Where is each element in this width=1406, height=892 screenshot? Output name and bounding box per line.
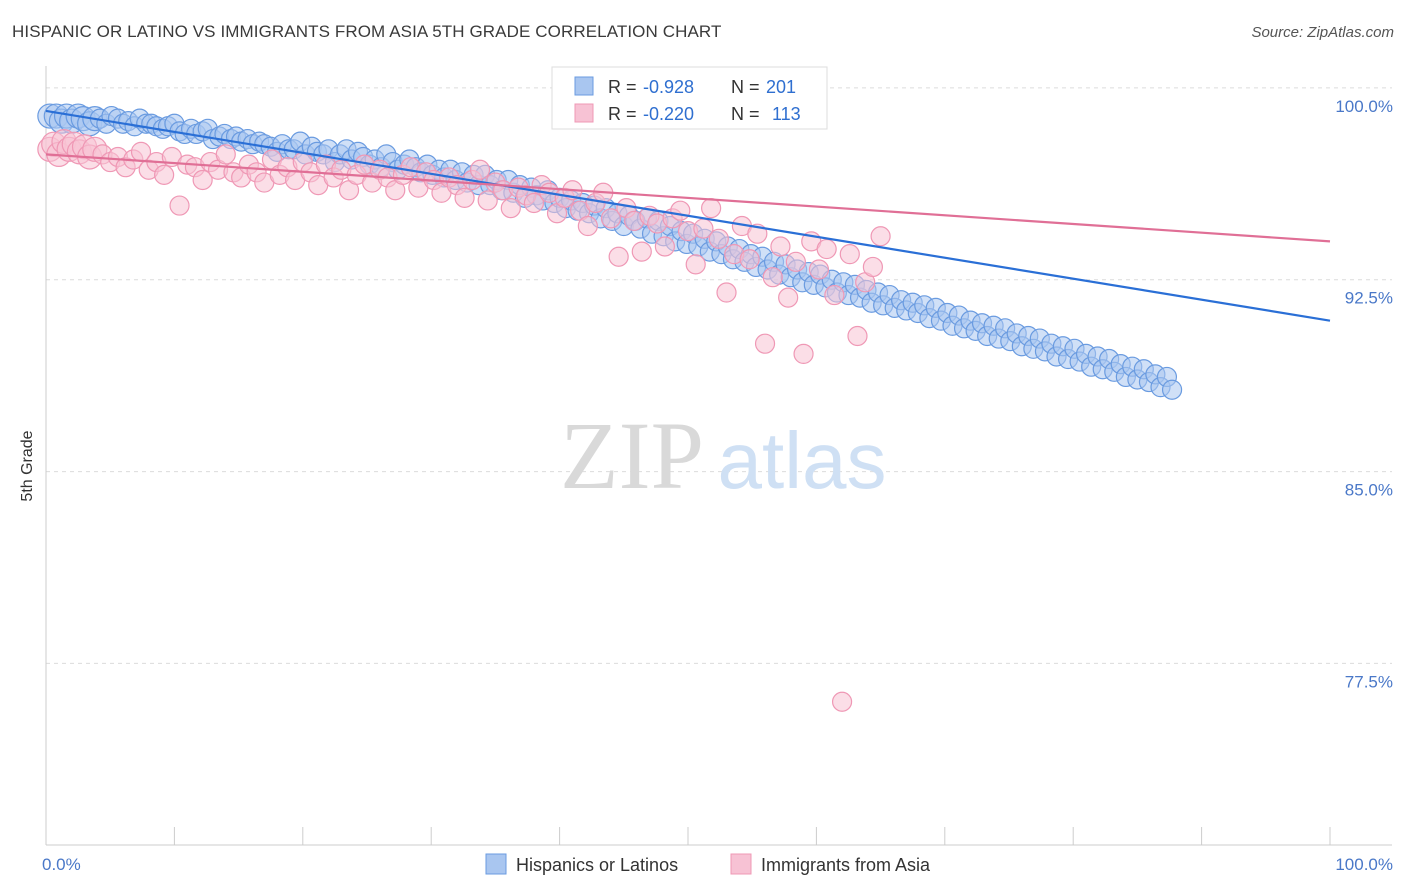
data-point	[824, 284, 845, 306]
data-point	[839, 244, 860, 265]
data-point	[778, 287, 799, 308]
y-tick-label-1: 92.5%	[1345, 289, 1393, 308]
data-point	[770, 236, 791, 257]
legend-label-hispanics[interactable]: Hispanics or Latinos	[516, 855, 678, 875]
data-point	[654, 236, 675, 257]
data-point	[862, 256, 883, 278]
data-point	[816, 238, 837, 260]
data-point	[831, 691, 853, 712]
data-point	[192, 169, 213, 191]
data-point	[708, 228, 729, 249]
stats-r-label-1: R =	[608, 104, 637, 124]
data-point	[670, 200, 691, 221]
legend-swatch-hispanics[interactable]	[485, 853, 507, 875]
data-point	[169, 195, 190, 216]
data-point	[870, 226, 891, 247]
data-point	[577, 215, 598, 237]
data-point	[716, 282, 737, 303]
trend-line-1	[45, 153, 1331, 243]
x-tick-label-1: 100.0%	[1335, 855, 1393, 874]
data-point	[701, 198, 722, 219]
data-point	[754, 333, 776, 354]
data-point	[608, 246, 629, 267]
watermark-atlas: atlas	[718, 416, 887, 505]
data-point	[454, 187, 475, 208]
y-axis-label: 5th Grade	[19, 430, 36, 501]
data-point	[847, 325, 868, 347]
data-point	[215, 144, 236, 165]
y-tick-label-3: 77.5%	[1345, 672, 1393, 691]
stats-n-label-1: N =	[731, 104, 760, 124]
trend-lines	[45, 109, 1331, 322]
data-point	[785, 251, 806, 272]
data-point	[469, 159, 491, 180]
data-point	[808, 259, 830, 280]
data-point	[154, 164, 175, 185]
data-point	[1161, 379, 1183, 400]
data-point	[477, 190, 498, 211]
x-tick-labels: 0.0% 100.0%	[42, 855, 1393, 874]
legend: Hispanics or Latinos Immigrants from Asi…	[485, 853, 931, 875]
chart-title: HISPANIC OR LATINO VS IMMIGRANTS FROM AS…	[12, 22, 722, 41]
stats-r-label-0: R =	[608, 77, 637, 97]
stats-n-value-0: 201	[766, 77, 796, 97]
data-point	[739, 249, 760, 270]
legend-swatch-asia[interactable]	[730, 853, 752, 875]
watermark-zip: ZIP	[560, 402, 704, 509]
data-point	[685, 254, 706, 275]
legend-label-asia[interactable]: Immigrants from Asia	[761, 855, 931, 875]
y-tick-label-2: 85.0%	[1345, 481, 1393, 500]
stats-r-value-0: -0.928	[643, 77, 694, 97]
stats-swatch-hispanics	[574, 76, 594, 96]
y-tick-label-0: 100.0%	[1335, 97, 1393, 116]
stats-n-label-0: N =	[731, 77, 760, 97]
stats-box: R = -0.928 N = 201 R = -0.220 N = 113	[551, 66, 828, 130]
series-hispanics-points	[37, 103, 1183, 400]
data-point	[793, 343, 814, 365]
axes	[45, 66, 1392, 846]
data-point	[600, 208, 622, 229]
y-tick-labels: 100.0% 92.5% 85.0% 77.5%	[1335, 97, 1393, 691]
chart-source: Source: ZipAtlas.com	[1251, 24, 1394, 41]
data-point	[523, 192, 545, 214]
data-point	[500, 198, 521, 219]
stats-r-value-1: -0.220	[643, 104, 694, 124]
stats-swatch-asia	[574, 103, 594, 123]
trend-line-0	[45, 109, 1331, 322]
x-tick-label-0: 0.0%	[42, 855, 81, 874]
data-point	[762, 267, 783, 288]
data-point	[631, 241, 652, 262]
stats-n-value-1: 113	[772, 104, 801, 124]
